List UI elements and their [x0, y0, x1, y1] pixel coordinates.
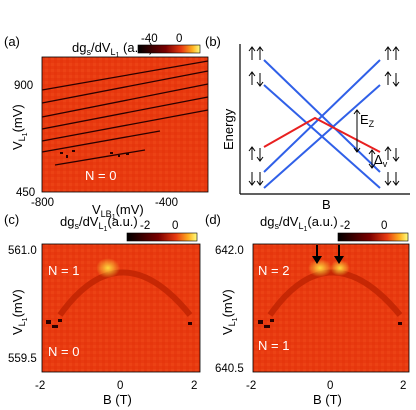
panel-c-xtick-mid: 0 — [117, 380, 123, 392]
panel-a-transition-lines — [41, 60, 209, 166]
panel-d-colorbar-tick-max: 0 — [381, 220, 387, 232]
panel-c-xtick-left: -2 — [35, 380, 45, 392]
panel-d-ylabel: VL1(mV) — [220, 289, 239, 335]
panel-c-annotation-bottom: N = 0 — [48, 344, 79, 359]
panel-c-colorbar-tick-max: 0 — [172, 220, 178, 232]
panel-b-xlabel: B — [322, 197, 331, 212]
panel-c-ytick-top: 561.0 — [8, 245, 37, 257]
panel-d-colorbar-tick-min: -2 — [340, 220, 350, 232]
panel-c-annotation-top: N = 1 — [48, 263, 79, 278]
level-red — [263, 116, 381, 153]
panel-b-ez-arrow — [353, 109, 361, 153]
panel-b-ylabel: Energy — [221, 108, 236, 150]
panel-d-ytick-top: 642.0 — [215, 245, 244, 257]
panel-d-arrows — [312, 245, 344, 264]
panel-c-dark-feature — [46, 319, 192, 328]
panel-a-ytick-900: 900 — [14, 80, 33, 92]
panel-d-bright-spot-left — [308, 259, 332, 277]
panel-b-ez-label: EZ — [360, 112, 375, 129]
panel-d-ytick-bottom: 640.5 — [215, 363, 244, 375]
panel-a-colorbar-tick-max: 0 — [176, 33, 182, 45]
panel-d-xtick-right: 2 — [400, 380, 406, 392]
panel-a-ytick-450: 450 — [16, 187, 35, 199]
level-blue-up-1 — [263, 59, 381, 173]
panel-b-levels — [263, 59, 381, 189]
panel-a-colorbar-tick-min: -40 — [141, 33, 158, 45]
panel-a-colorbar — [137, 44, 201, 54]
panel-d-colorbar-title: dgs/dVL1(a.u.) — [260, 214, 338, 233]
panel-c-transition-arc — [57, 269, 193, 317]
panel-a-xlabel: VLB1(mV) — [92, 202, 144, 221]
panel-b-label: (b) — [205, 34, 221, 49]
panel-d-label: (d) — [205, 212, 221, 227]
panel-d-xlabel: B (T) — [313, 392, 342, 407]
panel-d-bright-spot-right — [330, 260, 350, 276]
panel-c-xlabel: B (T) — [103, 392, 132, 407]
panel-c-ytick-bottom: 559.5 — [8, 353, 37, 365]
panel-b-spin-arrows-right — [384, 46, 400, 186]
panel-d: (d) dgs/dVL1(a.u.) -2 0 N = 2 N = 1 642.… — [205, 212, 410, 407]
panel-b-delta-arrow — [368, 149, 376, 169]
panel-b-spin-arrows-left — [248, 46, 264, 186]
panel-a: (a) dgs/dVL1 (a.u.) -40 0 N = 0 900 450 — [4, 33, 209, 221]
panel-d-dark-feature — [258, 319, 402, 328]
panel-c-label: (c) — [4, 212, 19, 227]
panel-c-colorbar — [126, 232, 198, 242]
panel-d-colorbar — [337, 232, 409, 242]
panel-a-xtick-left: -800 — [31, 197, 54, 209]
level-blue-up-2 — [263, 84, 381, 189]
panel-a-map — [41, 56, 209, 193]
panel-c-colorbar-title: dgs/dVL1(a.u.) — [60, 214, 138, 233]
panel-c-colorbar-tick-min: -2 — [140, 220, 150, 232]
panel-d-annotation-top: N = 2 — [258, 263, 289, 278]
panel-a-annotation: N = 0 — [85, 168, 116, 183]
panel-a-xtick-right: -400 — [155, 197, 178, 209]
panel-c-ylabel: VL1(mV) — [10, 289, 29, 335]
panel-a-noise-cluster — [60, 150, 129, 158]
panel-d-xtick-mid: 0 — [327, 380, 333, 392]
panel-c: (c) dgs/dVL1(a.u.) -2 0 N = 1 N = 0 561.… — [4, 212, 201, 407]
panel-a-label: (a) — [4, 34, 20, 49]
panel-b-delta-label: Δv — [374, 152, 388, 169]
panel-d-annotation-bottom: N = 1 — [258, 338, 289, 353]
panel-c-xtick-right: 2 — [191, 380, 197, 392]
panel-b: (b) Energy B — [205, 34, 410, 212]
panel-c-bright-spot — [96, 258, 120, 278]
panel-a-ylabel: VL1(mV) — [10, 104, 29, 150]
panel-d-xtick-left: -2 — [246, 380, 256, 392]
